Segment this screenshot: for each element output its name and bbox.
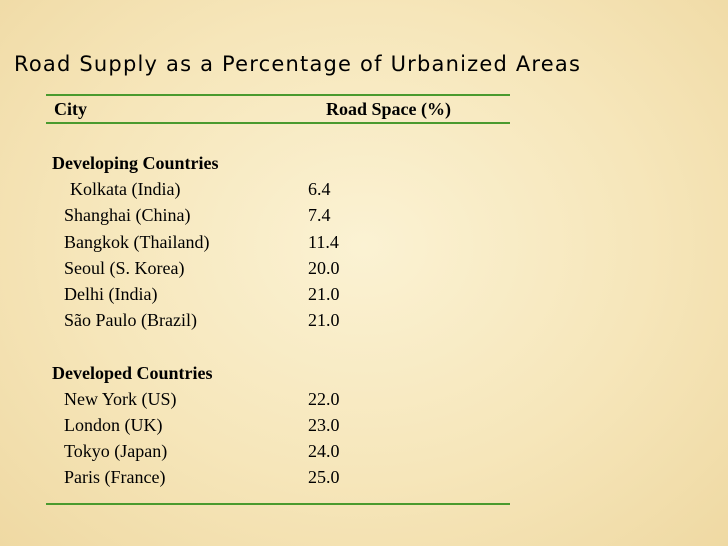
road-space-value: 24.0 (308, 441, 340, 462)
city-name: Kolkata (India) (70, 179, 181, 200)
table-header-rule (46, 122, 510, 124)
column-header-city: City (54, 99, 87, 119)
group-label: Developed Countries (52, 362, 213, 383)
column-header-road-space: Road Space (%) (326, 99, 451, 119)
table-bottom-rule (46, 503, 510, 505)
road-space-value: 25.0 (308, 467, 340, 488)
city-name: Shanghai (China) (64, 205, 191, 226)
road-space-value: 21.0 (308, 283, 340, 304)
group-label: Developing Countries (52, 153, 219, 173)
road-space-value: 11.4 (308, 231, 339, 252)
city-name: Seoul (S. Korea) (64, 257, 185, 278)
city-name: New York (US) (64, 388, 177, 409)
city-name: São Paulo (Brazil) (64, 310, 197, 331)
road-space-value: 20.0 (308, 257, 340, 278)
road-space-value: 6.4 (308, 179, 331, 200)
city-name: Tokyo (Japan) (64, 441, 168, 462)
city-name: Bangkok (Thailand) (64, 231, 210, 252)
slide-title: Road Supply as a Percentage of Urbanized… (14, 52, 582, 76)
road-space-value: 23.0 (308, 414, 340, 435)
road-space-value: 7.4 (308, 205, 331, 226)
road-space-value: 22.0 (308, 388, 340, 409)
road-space-value: 21.0 (308, 310, 340, 331)
table-top-rule (46, 94, 510, 96)
city-name: Paris (France) (64, 467, 166, 488)
city-name: Delhi (India) (64, 283, 158, 304)
city-name: London (UK) (64, 414, 163, 435)
